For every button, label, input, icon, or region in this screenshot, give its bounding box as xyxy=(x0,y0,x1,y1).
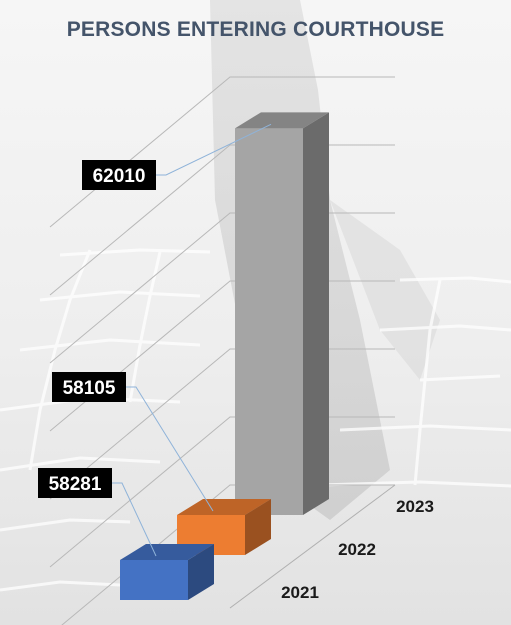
bar-side-face xyxy=(303,112,329,516)
data-label-box xyxy=(38,468,112,498)
data-label-2023: 62010 xyxy=(82,123,272,190)
gridline xyxy=(49,416,395,568)
data-label-2022: 58105 xyxy=(52,372,214,512)
bar-top-face xyxy=(177,499,271,515)
category-label-2021: 2021 xyxy=(281,583,319,602)
floor-line xyxy=(229,484,396,609)
gridline xyxy=(49,280,395,432)
gridline xyxy=(49,348,395,500)
gridline xyxy=(61,484,395,625)
bar-side-face xyxy=(188,544,214,600)
bar-front-face xyxy=(120,560,188,600)
bar-top-face xyxy=(120,544,214,560)
chart-title: PERSONS ENTERING COURTHOUSE xyxy=(66,18,445,41)
data-label-leader xyxy=(112,482,157,557)
data-label-leader xyxy=(156,123,272,176)
category-label-2022: 2022 xyxy=(338,540,376,559)
gridline xyxy=(49,144,395,296)
data-label-text: 58281 xyxy=(49,474,102,495)
category-label-2023: 2023 xyxy=(396,497,434,516)
gridline xyxy=(49,76,395,228)
bar-2021 xyxy=(120,544,214,600)
bar-side-face xyxy=(245,499,271,555)
bar-front-face xyxy=(235,128,303,515)
gridline xyxy=(49,212,395,364)
bar-2023 xyxy=(235,112,329,516)
data-label-box xyxy=(52,372,126,402)
bar-top-face xyxy=(235,112,329,129)
data-label-leader xyxy=(126,386,214,512)
bar-2022 xyxy=(177,499,271,555)
data-label-box xyxy=(82,160,156,190)
data-label-2021: 58281 xyxy=(38,468,157,557)
data-label-text: 62010 xyxy=(93,166,146,187)
data-label-text: 58105 xyxy=(63,378,116,399)
